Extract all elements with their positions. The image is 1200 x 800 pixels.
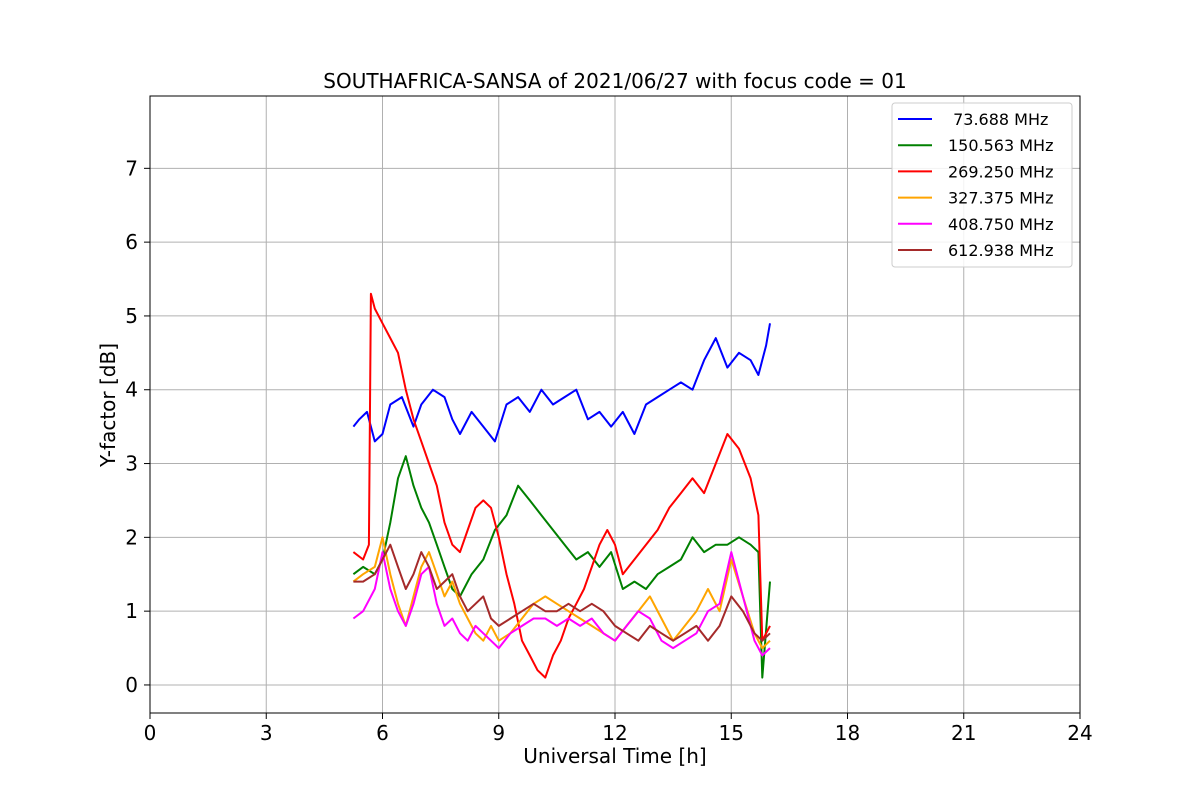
- series-line-408-750-mhz: [352, 551, 771, 657]
- legend: 73.688 MHz 150.563 MHz 269.250 MHz 327.375 …: [891, 102, 1073, 268]
- x-tick-label: 3: [260, 721, 273, 745]
- series-line-150-563-mhz: [352, 455, 771, 679]
- x-tick-label: 15: [719, 721, 744, 745]
- y-tick-label: 6: [125, 230, 138, 254]
- series-line-612-938-mhz: [353, 543, 771, 642]
- legend-entry: 150.563 MHz: [948, 136, 1053, 155]
- y-tick-label: 4: [125, 378, 138, 402]
- legend-box: [891, 102, 1073, 268]
- y-tick-label: 1: [125, 599, 138, 623]
- y-tick-label: 7: [125, 156, 138, 180]
- x-axis-ticks: 0 3 6 9 12 15 18 21 24: [144, 713, 1093, 745]
- x-tick-label: 24: [1067, 721, 1092, 745]
- x-tick-label: 9: [492, 721, 505, 745]
- x-axis-label: Universal Time [h]: [523, 744, 706, 768]
- series-line-73-688-mhz: [352, 323, 771, 443]
- y-tick-label: 3: [125, 452, 138, 476]
- y-tick-label: 5: [125, 304, 138, 328]
- x-tick-label: 6: [376, 721, 389, 745]
- y-tick-label: 0: [125, 673, 138, 697]
- x-tick-label: 12: [602, 721, 627, 745]
- y-axis-ticks: 0 1 2 3 4 5 6 7: [125, 156, 150, 697]
- series-line-269-250-mhz: [352, 292, 771, 679]
- y-tick-label: 2: [125, 525, 138, 549]
- chart-title: SOUTHAFRICA-SANSA of 2021/06/27 with foc…: [323, 69, 907, 93]
- legend-entry: 408.750 MHz: [948, 215, 1053, 234]
- x-tick-label: 21: [951, 721, 976, 745]
- series-layer: [352, 292, 771, 679]
- legend-entry: 73.688 MHz: [948, 110, 1048, 129]
- legend-entry: 327.375 MHz: [948, 189, 1053, 208]
- legend-entry: 269.250 MHz: [948, 162, 1053, 181]
- legend-entry: 612.938 MHz: [948, 241, 1053, 260]
- x-tick-label: 18: [835, 721, 860, 745]
- x-tick-label: 0: [144, 721, 157, 745]
- y-axis-label: Y-factor [dB]: [96, 343, 120, 468]
